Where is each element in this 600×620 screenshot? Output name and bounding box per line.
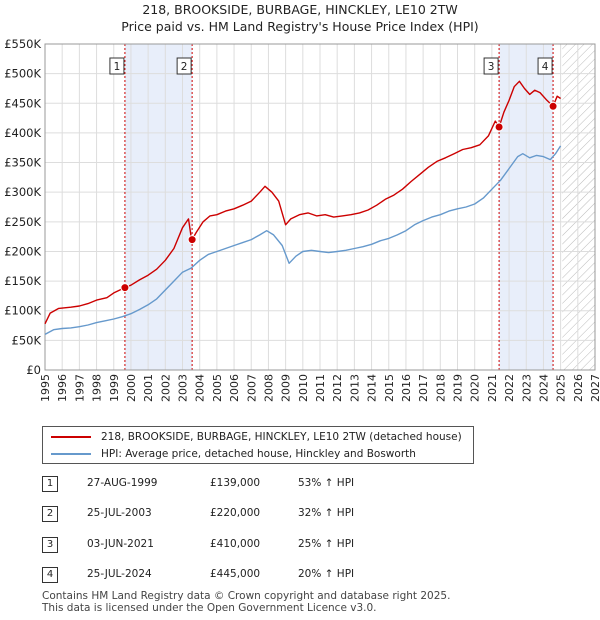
y-tick-label: £400K xyxy=(4,126,41,140)
y-tick-label: £250K xyxy=(4,215,41,229)
y-tick-label: £200K xyxy=(4,244,41,258)
transaction-number: 3 xyxy=(42,537,58,553)
x-tick-label: 2011 xyxy=(314,374,327,402)
transaction-number: 4 xyxy=(42,567,58,583)
transaction-date: 03-JUN-2021 xyxy=(87,538,154,550)
plot-border xyxy=(44,43,596,371)
x-tick-label: 2024 xyxy=(537,374,550,402)
transaction-date: 27-AUG-1999 xyxy=(87,477,158,489)
sale-point xyxy=(120,283,130,293)
marker-label-box xyxy=(176,57,192,75)
x-tick-label: 2025 xyxy=(555,374,568,402)
transaction-price: £220,000 xyxy=(210,507,261,519)
marker-label: 2 xyxy=(181,61,188,73)
x-tick-label: 2027 xyxy=(589,374,600,402)
x-tick-label: 2014 xyxy=(366,374,379,402)
sale-point xyxy=(187,235,197,245)
x-tick-label: 1999 xyxy=(108,374,121,402)
x-tick-label: 2000 xyxy=(125,374,138,402)
x-tick-label: 2006 xyxy=(228,374,241,402)
x-tick-label: 2002 xyxy=(159,374,172,402)
transaction-row: 2 25-JUL-2003 £220,000 32% ↑ HPI xyxy=(42,506,472,522)
legend-swatch-hpi xyxy=(51,453,91,455)
y-tick-label: £500K xyxy=(4,67,41,81)
future-hatch xyxy=(562,44,595,370)
x-tick-label: 2012 xyxy=(331,374,344,402)
y-tick-label: £450K xyxy=(4,96,41,110)
chart-subtitle: Price paid vs. HM Land Registry's House … xyxy=(121,19,479,34)
transaction-row: 1 27-AUG-1999 £139,000 53% ↑ HPI xyxy=(42,476,472,492)
footer-copyright: Contains HM Land Registry data © Crown c… xyxy=(42,590,451,602)
x-tick-label: 1996 xyxy=(56,374,69,402)
x-tick-label: 2013 xyxy=(348,374,361,402)
sale-point xyxy=(548,101,558,111)
y-tick-label: £550K xyxy=(4,37,41,51)
transaction-row: 4 25-JUL-2024 £445,000 20% ↑ HPI xyxy=(42,567,472,583)
x-tick-label: 2022 xyxy=(503,374,516,402)
legend-label-property: 218, BROOKSIDE, BURBAGE, HINCKLEY, LE10 … xyxy=(101,431,462,443)
sale-point xyxy=(494,122,504,132)
x-tick-label: 1997 xyxy=(73,374,86,402)
transaction-price: £139,000 xyxy=(210,477,261,489)
transaction-price: £410,000 xyxy=(210,538,261,550)
y-tick-label: £0 xyxy=(26,363,41,377)
x-tick-label: 2018 xyxy=(434,374,447,402)
x-tick-label: 2026 xyxy=(572,374,585,402)
transaction-date: 25-JUL-2003 xyxy=(87,507,152,519)
transaction-hpi: 53% ↑ HPI xyxy=(298,477,355,489)
marker-label: 3 xyxy=(488,61,495,73)
transaction-hpi: 20% ↑ HPI xyxy=(298,568,355,580)
y-tick-label: £100K xyxy=(4,304,41,318)
legend-entry-property: 218, BROOKSIDE, BURBAGE, HINCKLEY, LE10 … xyxy=(51,429,462,445)
x-tick-label: 2009 xyxy=(280,374,293,402)
marker-label-box xyxy=(109,57,125,75)
property-price-line xyxy=(44,80,561,325)
transaction-price: £445,000 xyxy=(210,568,261,580)
shaded-span xyxy=(124,44,193,370)
hpi-line xyxy=(44,145,562,336)
transaction-number: 2 xyxy=(42,506,58,522)
transaction-row: 3 03-JUN-2021 £410,000 25% ↑ HPI xyxy=(42,537,472,553)
price-chart: £0 £50K £100K £150K £200K £250K £300K £350K £400… xyxy=(4,37,600,402)
x-tick-label: 2016 xyxy=(400,374,413,402)
x-tick-label: 2020 xyxy=(469,374,482,402)
x-tick-label: 2003 xyxy=(177,374,190,402)
x-tick-label: 2008 xyxy=(262,374,275,402)
transaction-date: 25-JUL-2024 xyxy=(87,568,152,580)
x-tick-label: 2021 xyxy=(486,374,499,402)
chart-title: 218, BROOKSIDE, BURBAGE, HINCKLEY, LE10 … xyxy=(142,2,458,17)
x-tick-label: 2004 xyxy=(194,374,207,402)
x-tick-label: 2010 xyxy=(297,374,310,402)
y-tick-label: £150K xyxy=(4,274,41,288)
transaction-number: 1 xyxy=(42,476,58,492)
legend-entry-hpi: HPI: Average price, detached house, Hinc… xyxy=(51,446,416,462)
marker-label: 4 xyxy=(542,61,549,73)
legend-label-hpi: HPI: Average price, detached house, Hinc… xyxy=(101,448,416,460)
x-tick-label: 1998 xyxy=(91,374,104,402)
transaction-hpi: 32% ↑ HPI xyxy=(298,507,355,519)
x-tick-label: 2017 xyxy=(417,374,430,402)
marker-label: 1 xyxy=(114,61,121,73)
x-tick-label: 1995 xyxy=(39,374,52,402)
footer-license: This data is licensed under the Open Gov… xyxy=(42,602,377,614)
transaction-hpi: 25% ↑ HPI xyxy=(298,538,355,550)
marker-label-box xyxy=(483,57,499,75)
x-tick-label: 2023 xyxy=(520,374,533,402)
y-tick-label: £300K xyxy=(4,185,41,199)
legend: 218, BROOKSIDE, BURBAGE, HINCKLEY, LE10 … xyxy=(42,426,474,464)
x-tick-label: 2015 xyxy=(383,374,396,402)
y-tick-label: £50K xyxy=(12,333,42,347)
y-tick-label: £350K xyxy=(4,156,41,170)
x-tick-label: 2019 xyxy=(452,374,465,402)
x-tick-label: 2001 xyxy=(142,374,155,402)
legend-swatch-property xyxy=(51,436,91,438)
x-tick-label: 2007 xyxy=(245,374,258,402)
x-tick-label: 2005 xyxy=(211,374,224,402)
marker-label-box xyxy=(537,57,553,75)
